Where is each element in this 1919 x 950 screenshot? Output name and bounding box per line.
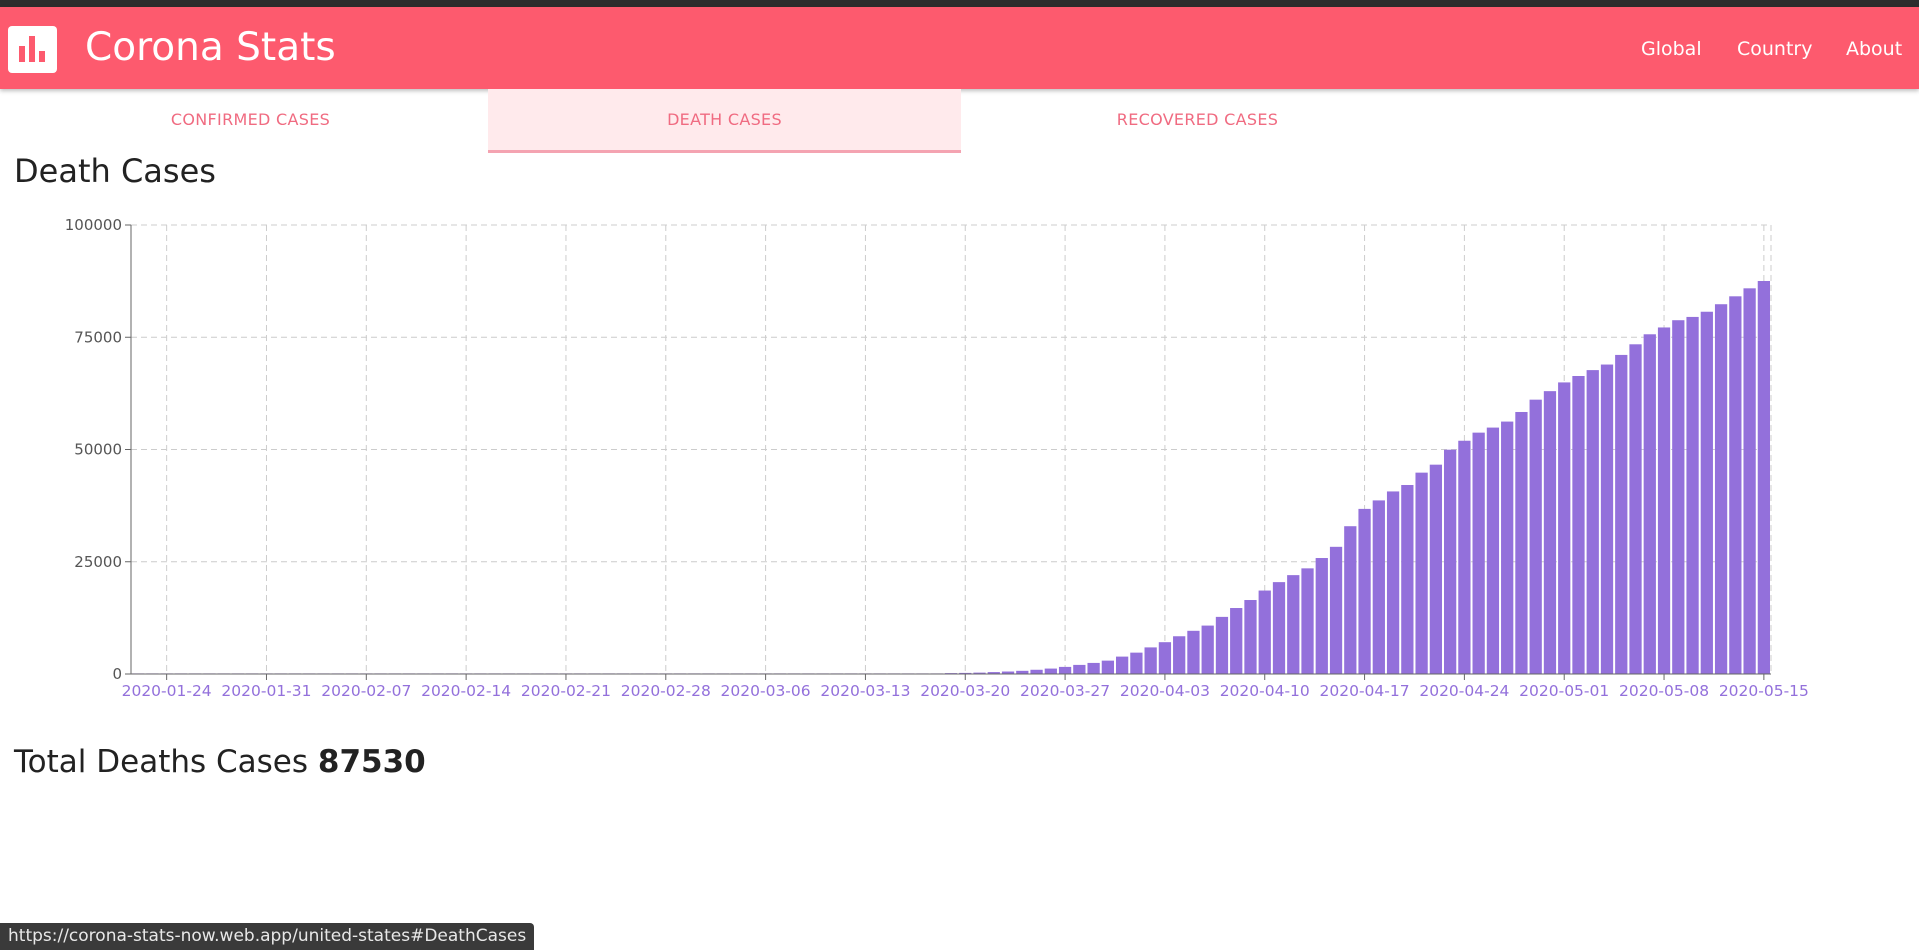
bar — [1386, 491, 1400, 674]
bar — [1329, 546, 1343, 674]
status-bar-url: https://corona-stats-now.web.app/united-… — [0, 923, 535, 950]
x-tick-label: 2020-05-08 — [1619, 682, 1709, 700]
bar — [1344, 526, 1357, 674]
x-tick-label: 2020-02-07 — [321, 682, 411, 700]
bar — [1501, 421, 1514, 674]
app-header: Corona Stats Global Country About — [0, 7, 1919, 89]
bar — [1372, 500, 1385, 674]
x-tick-label: 2020-05-15 — [1719, 682, 1809, 700]
bar — [1729, 296, 1742, 674]
bar — [1030, 669, 1043, 674]
x-tick-label: 2020-04-03 — [1120, 682, 1210, 700]
bar — [1187, 630, 1200, 674]
nav-global[interactable]: Global — [1641, 38, 1702, 60]
bar — [1173, 636, 1186, 674]
bar — [1443, 449, 1457, 674]
nav-about[interactable]: About — [1846, 38, 1903, 60]
bar — [1572, 376, 1585, 674]
tab-confirmed-cases[interactable]: CONFIRMED CASES — [170, 110, 331, 129]
x-tick-label: 2020-03-27 — [1020, 682, 1110, 700]
bar — [1201, 625, 1214, 674]
bar — [1743, 288, 1756, 674]
x-tick-label: 2020-05-01 — [1519, 682, 1609, 700]
bar — [1130, 652, 1143, 674]
total-deaths-value: 87530 — [317, 744, 426, 780]
x-tick-label: 2020-02-28 — [621, 682, 711, 700]
bar — [1244, 600, 1257, 674]
bar — [1001, 671, 1015, 674]
tab-recovered-cases[interactable]: RECOVERED CASES — [1116, 110, 1279, 129]
bar — [1401, 484, 1414, 674]
y-tick-label: 75000 — [74, 328, 122, 346]
bar — [1472, 432, 1485, 674]
x-tick-label: 2020-04-24 — [1419, 682, 1509, 700]
y-tick-label: 50000 — [74, 441, 122, 459]
bar — [1714, 304, 1728, 674]
bar — [1358, 508, 1371, 674]
x-tick-label: 2020-03-06 — [721, 682, 811, 700]
bar — [1115, 656, 1129, 674]
bar — [1044, 668, 1057, 674]
death-cases-bar-chart: 0 25000 50000 75000 100000 2020-01-24 2020-01-… — [65, 216, 1809, 700]
logo-bar — [19, 46, 25, 62]
bar — [1301, 568, 1314, 674]
bar — [1158, 642, 1172, 674]
bar — [1144, 647, 1157, 674]
bar — [1629, 344, 1642, 674]
bar — [1586, 370, 1599, 674]
bar — [1458, 440, 1471, 674]
logo-bar — [29, 36, 35, 62]
bar — [1258, 590, 1271, 674]
bar — [1529, 399, 1542, 674]
x-tick-label: 2020-01-24 — [122, 682, 212, 700]
logo-bar — [39, 51, 45, 62]
x-tick-label: 2020-02-21 — [521, 682, 611, 700]
bar — [1087, 662, 1100, 674]
total-deaths: Total Deaths Cases 87530 — [14, 734, 426, 790]
bar — [1543, 391, 1557, 674]
bar — [1429, 464, 1443, 674]
bar — [1272, 582, 1286, 674]
bar-chart-icon[interactable] — [8, 26, 57, 73]
browser-top-strip — [0, 0, 1919, 7]
bar — [1757, 280, 1771, 674]
bar — [1315, 558, 1328, 674]
section-title: Death Cases — [14, 152, 216, 190]
y-tick-label: 100000 — [65, 216, 122, 234]
bar — [1615, 354, 1628, 674]
bar — [1073, 664, 1086, 674]
bar — [1657, 327, 1671, 674]
bar — [1287, 575, 1300, 674]
x-tick-label: 2020-04-10 — [1220, 682, 1310, 700]
x-tick-label: 2020-02-14 — [421, 682, 511, 700]
y-tick-label: 0 — [112, 665, 122, 683]
x-tick-label: 2020-03-13 — [820, 682, 910, 700]
x-tick-label: 2020-04-17 — [1320, 682, 1410, 700]
bar — [987, 672, 1000, 674]
tab-death-cases[interactable]: DEATH CASES — [488, 89, 961, 153]
bar — [1016, 670, 1029, 674]
bar — [1215, 616, 1229, 674]
bar — [959, 672, 972, 674]
bar — [1700, 311, 1713, 674]
total-deaths-label: Total Deaths Cases — [14, 744, 309, 780]
bar — [1643, 334, 1656, 674]
x-tick-label: 2020-01-31 — [221, 682, 311, 700]
bar — [1486, 427, 1500, 674]
nav-country[interactable]: Country — [1737, 38, 1813, 60]
case-type-tabs: CONFIRMED CASES DEATH CASES RECOVERED CA… — [0, 89, 1919, 153]
bar — [973, 672, 986, 674]
bar — [1672, 320, 1685, 674]
bar — [1058, 666, 1072, 674]
app-title[interactable]: Corona Stats — [85, 25, 336, 70]
bar — [1230, 608, 1243, 674]
bar — [1686, 316, 1699, 674]
bar — [1600, 364, 1614, 674]
y-tick-label: 25000 — [74, 553, 122, 571]
bar — [1415, 472, 1428, 674]
x-tick-label: 2020-03-20 — [920, 682, 1010, 700]
bar — [1558, 382, 1571, 674]
bar — [1515, 411, 1528, 674]
bar — [1101, 660, 1115, 674]
